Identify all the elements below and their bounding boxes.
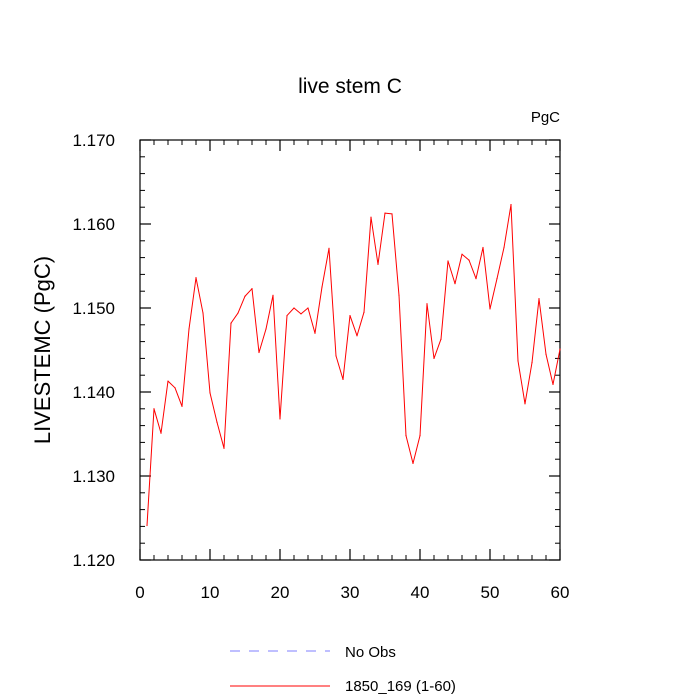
data-point: [356, 335, 358, 337]
x-tick-label: 10: [201, 583, 220, 602]
data-point: [293, 307, 295, 309]
data-point: [552, 383, 554, 386]
series-line: [146, 204, 561, 526]
data-point: [335, 355, 337, 357]
data-point: [433, 357, 435, 359]
legend: No Obs 1850_169 (1-60): [230, 644, 456, 695]
legend-label-no-obs: No Obs: [345, 644, 396, 661]
x-tick-label: 30: [341, 583, 360, 602]
data-point: [440, 338, 442, 340]
data-point: [195, 277, 197, 279]
plot-frame: [139, 139, 561, 561]
data-point: [167, 380, 169, 382]
data-point: [412, 462, 414, 464]
data-point: [349, 314, 351, 317]
data-point: [489, 308, 491, 310]
data-point: [153, 408, 155, 410]
legend-label-1850-169: 1850_169 (1-60): [345, 678, 456, 695]
data-point: [503, 246, 505, 249]
data-point: [307, 307, 309, 309]
data-point: [531, 362, 533, 364]
data-point: [384, 212, 386, 214]
data-point: [391, 213, 393, 215]
data-point: [272, 294, 274, 296]
data-point: [251, 288, 253, 290]
data-point: [321, 286, 323, 288]
x-tick-label: 40: [411, 583, 430, 602]
data-point: [377, 263, 379, 265]
y-tick-label: 1.150: [72, 299, 115, 318]
series-layer: [146, 204, 561, 527]
data-point: [314, 332, 316, 334]
data-point: [244, 295, 246, 297]
data-point: [181, 405, 183, 407]
legend-entry-1850-169: 1850_169 (1-60): [230, 678, 456, 695]
x-tick-label: 20: [271, 583, 290, 602]
data-point: [202, 312, 204, 314]
data-point: [230, 322, 232, 324]
x-tick-labels: 0 10 20 30 40 50 60: [135, 583, 569, 602]
data-point: [342, 378, 344, 380]
data-point: [188, 328, 190, 330]
data-point: [398, 294, 400, 296]
data-point: [363, 311, 365, 313]
data-point: [468, 259, 470, 261]
data-point: [300, 313, 302, 315]
data-point: [454, 283, 456, 285]
data-point: [223, 447, 225, 449]
data-point: [328, 247, 330, 249]
x-tick-label: 0: [135, 583, 144, 602]
x-tick-label: 60: [551, 583, 570, 602]
data-point: [475, 278, 477, 280]
data-point: [538, 298, 540, 300]
data-point: [426, 303, 428, 305]
data-point: [496, 278, 498, 280]
data-point: [279, 418, 281, 420]
data-point: [209, 392, 211, 394]
data-point: [160, 432, 162, 434]
data-point: [216, 421, 218, 423]
units-label: PgC: [531, 109, 560, 126]
minor-ticks: [139, 139, 561, 561]
x-tick-label: 50: [481, 583, 500, 602]
data-point: [517, 360, 519, 362]
y-tick-label: 1.170: [72, 131, 115, 150]
y-tick-label: 1.130: [72, 467, 115, 486]
chart-title: live stem C: [298, 75, 402, 98]
data-point: [258, 351, 260, 354]
data-point: [461, 253, 463, 255]
data-point: [447, 260, 449, 262]
data-point: [510, 204, 512, 206]
data-point: [237, 312, 239, 314]
data-point: [146, 524, 148, 527]
data-point: [370, 216, 372, 218]
data-point: [286, 314, 288, 317]
y-tick-label: 1.120: [72, 551, 115, 570]
y-tick-labels: 1.120 1.130 1.140 1.150 1.160 1.170: [72, 131, 115, 570]
data-point: [174, 387, 176, 389]
legend-entry-no-obs: No Obs: [230, 644, 396, 661]
data-point: [265, 328, 267, 330]
data-point: [545, 353, 547, 355]
major-ticks: [139, 139, 561, 561]
data-point: [419, 435, 421, 437]
data-point: [524, 403, 526, 405]
series-1: [146, 204, 561, 527]
y-tick-label: 1.140: [72, 383, 115, 402]
data-point: [559, 348, 561, 350]
data-point: [482, 246, 484, 249]
y-tick-label: 1.160: [72, 215, 115, 234]
data-point: [405, 435, 407, 437]
y-axis-label: LIVESTEMC (PgC): [30, 256, 55, 444]
